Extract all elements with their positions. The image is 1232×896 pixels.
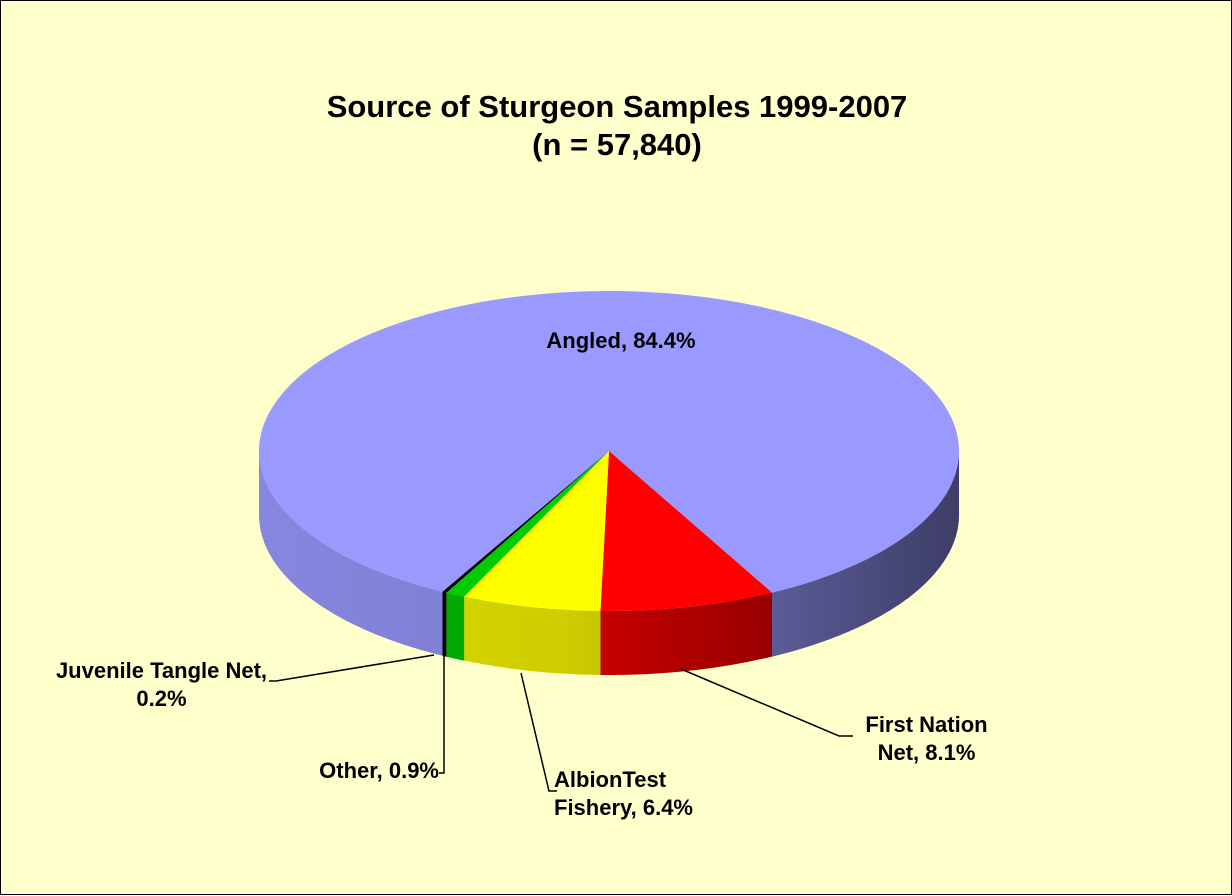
data-label: Angled, 84.4%	[546, 328, 696, 353]
pie-slice	[600, 451, 773, 611]
data-label: Other, 0.9%	[319, 758, 439, 783]
leader-line	[269, 654, 435, 682]
data-label: Juvenile Tangle Net, 0.2%	[55, 658, 268, 711]
slice-side-shade	[442, 591, 447, 657]
pie-slice	[446, 451, 609, 597]
slice-side-shade	[464, 596, 601, 675]
slice-side-shade	[600, 592, 773, 675]
leader-line	[520, 672, 557, 792]
slice-side-shade	[259, 451, 443, 656]
data-label: First Nation Net, 8.1%	[865, 712, 988, 765]
chart-title: Source of Sturgeon Samples 1999-2007	[326, 89, 908, 124]
pie-slice	[464, 451, 609, 611]
chart-subtitle: (n = 57,840)	[532, 127, 702, 162]
leader-line	[439, 656, 445, 774]
slice-side-shade	[446, 592, 465, 661]
pie-slice	[258, 291, 959, 593]
leader-lines	[269, 654, 853, 792]
slice-side-shade	[772, 451, 959, 657]
data-label: AlbionTest Fishery, 6.4%	[554, 767, 693, 820]
pie-slice	[442, 451, 609, 593]
leader-line	[680, 668, 853, 737]
